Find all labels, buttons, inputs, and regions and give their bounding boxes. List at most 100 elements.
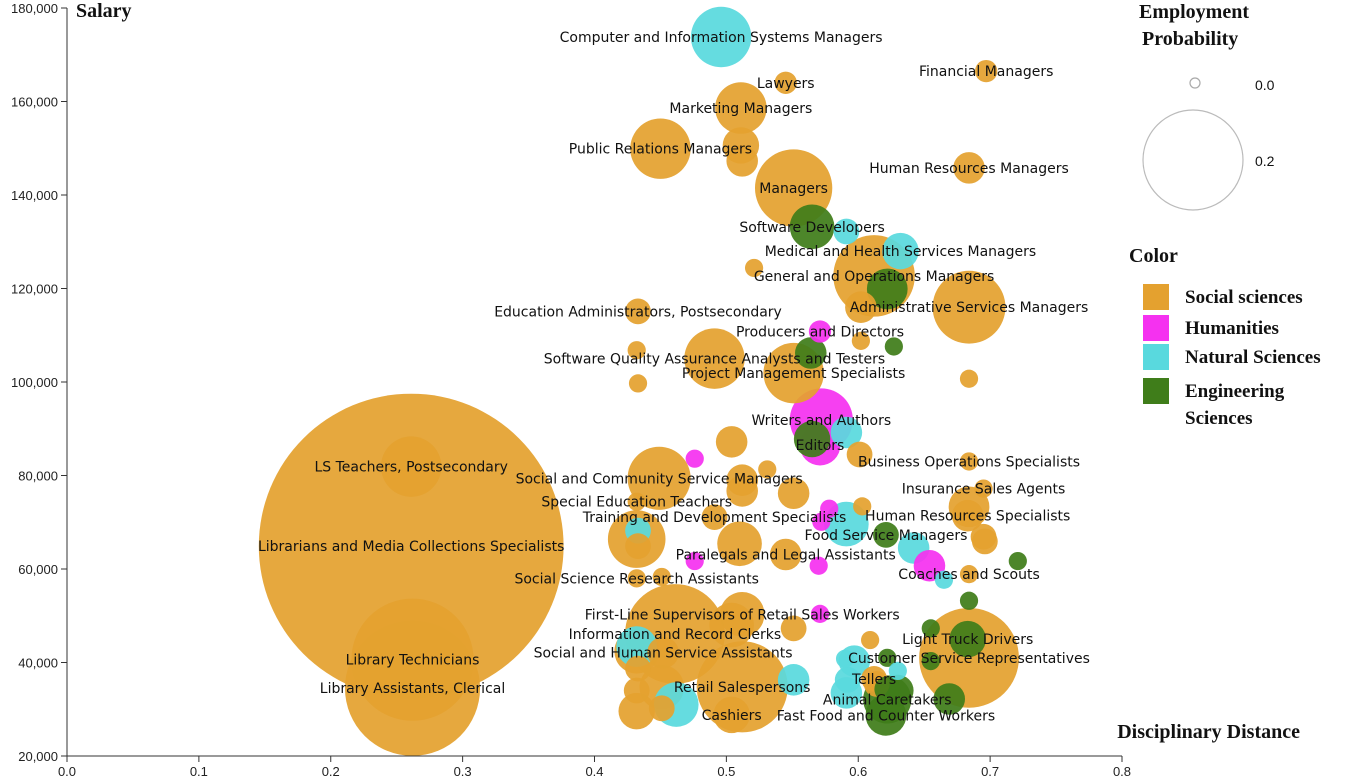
data-point-medical-and-health-services-managers [882, 232, 919, 270]
data-point [780, 615, 807, 642]
data-point [793, 420, 831, 458]
data-point [959, 369, 979, 388]
data-point [971, 528, 998, 555]
legend: Employment Probability 0.0 0.2 Color Soci… [1129, 1, 1321, 429]
color-legend-title: Color [1129, 245, 1178, 267]
point-label: Fast Food and Counter Workers [777, 708, 995, 724]
x-tick-label: 0.8 [1113, 764, 1131, 779]
data-point [888, 661, 907, 681]
legend-label: Sciences [1185, 408, 1253, 429]
data-point [853, 497, 872, 516]
point-label: Computer and Information Systems Manager… [560, 30, 883, 46]
point-label: Administrative Services Managers [850, 300, 1089, 316]
y-tick-label: 60,000 [18, 562, 58, 577]
legend-label: Engineering [1185, 381, 1285, 402]
point-label: Marketing Managers [669, 101, 812, 117]
data-point [1008, 551, 1027, 571]
data-point-lawyers [774, 71, 797, 94]
point-label: Lawyers [757, 76, 815, 92]
point-label: Information and Record Clerks [569, 627, 782, 643]
point-label: Software Quality Assurance Analysts and … [544, 352, 885, 368]
y-tick-label: 80,000 [18, 469, 58, 484]
size-legend-title-line1: Employment [1139, 1, 1249, 23]
data-point [959, 591, 979, 610]
point-label: Light Truck Drivers [902, 632, 1033, 648]
data-point-producers-and-directors [808, 320, 832, 343]
legend-label: Social sciences [1185, 287, 1303, 308]
point-label: Library Technicians [346, 653, 480, 669]
data-point [878, 648, 897, 667]
point-label: Training and Development Specialists [582, 510, 847, 526]
point-label-layer: Librarians and Media Collections Special… [258, 30, 1090, 724]
legend-label: Humanities [1185, 318, 1279, 339]
y-tick-label: 180,000 [11, 1, 58, 16]
point-label: Managers [759, 181, 828, 197]
y-axis-title: Salary [76, 0, 132, 22]
x-axis-title: Disciplinary Distance [1117, 721, 1300, 743]
y-tick-label: 140,000 [11, 188, 58, 203]
data-point [625, 655, 651, 682]
data-point [820, 499, 839, 518]
data-point-social-science-research-assistants [627, 569, 646, 588]
y-axis-ticks: 20,000 40,000 60,000 80,000 100,000 120,000 14… [11, 1, 67, 764]
data-point [726, 145, 758, 177]
data-point-light-truck-drivers [949, 620, 986, 658]
point-label: Paralegals and Legal Assistants [676, 548, 896, 564]
data-point-insurance-sales-agents [974, 479, 993, 498]
point-label: Medical and Health Services Managers [765, 244, 1036, 260]
axes: 0.0 0.1 0.2 0.3 0.4 0.5 0.6 0.7 0.8 20,000 40,000… [11, 1, 1131, 779]
data-point [652, 567, 671, 587]
data-point-coaches-and-scouts [959, 565, 979, 584]
point-label: Project Management Specialists [682, 366, 905, 382]
data-point [715, 426, 748, 458]
data-point [845, 291, 877, 323]
data-point-cashiers [713, 696, 750, 734]
data-point [812, 512, 831, 531]
data-point [623, 677, 650, 704]
x-axis-ticks: 0.0 0.1 0.2 0.3 0.4 0.5 0.6 0.7 0.8 [58, 756, 1131, 779]
size-legend-label: 0.0 [1255, 77, 1275, 93]
data-point-social-and-community-service-managers [627, 446, 691, 510]
data-point-librarians-and-media-collections-specialists [258, 393, 564, 699]
point-label: Business Operations Specialists [858, 454, 1080, 470]
data-point [616, 626, 658, 667]
data-point [833, 218, 860, 245]
data-point-human-resources-managers [953, 152, 985, 184]
data-point [777, 477, 810, 510]
x-tick-label: 0.1 [190, 764, 208, 779]
data-point [717, 521, 762, 567]
point-label: Education Administrators, Postsecondary [494, 304, 782, 320]
data-point [861, 630, 880, 650]
size-legend-label: 0.2 [1255, 153, 1275, 169]
point-label: First-Line Supervisors of Retail Sales W… [585, 607, 900, 623]
bubble-layer [258, 6, 1027, 756]
point-label: Insurance Sales Agents [902, 482, 1066, 498]
data-point [726, 475, 758, 507]
point-label: Food Service Managers [805, 528, 968, 544]
x-tick-label: 0.7 [981, 764, 999, 779]
data-point-computer-and-information-systems-managers [690, 6, 752, 68]
data-point-business-operations-specialists [959, 452, 979, 471]
data-point-public-relations-managers [630, 118, 691, 179]
x-tick-label: 0.4 [585, 764, 603, 779]
point-label: Software Developers [739, 220, 884, 236]
y-tick-label: 40,000 [18, 656, 58, 671]
x-tick-label: 0.3 [454, 764, 472, 779]
data-point-customer-service-representatives [919, 607, 1019, 708]
point-label: Public Relations Managers [569, 142, 752, 158]
x-tick-label: 0.6 [849, 764, 867, 779]
y-tick-label: 160,000 [11, 95, 58, 110]
data-point [625, 533, 651, 559]
point-label: Tellers [851, 672, 896, 688]
legend-swatch-engineering-sciences [1143, 378, 1169, 404]
data-point [851, 331, 870, 350]
data-point [810, 604, 830, 623]
y-tick-label: 100,000 [11, 375, 58, 390]
data-point [648, 695, 675, 722]
point-label: Social and Human Service Assistants [534, 646, 793, 662]
size-legend-circle-small [1189, 77, 1201, 89]
data-point [795, 337, 827, 369]
point-label: Librarians and Media Collections Special… [258, 539, 564, 555]
data-point-food-service-managers [873, 521, 899, 548]
data-point-software-developers [789, 204, 835, 250]
